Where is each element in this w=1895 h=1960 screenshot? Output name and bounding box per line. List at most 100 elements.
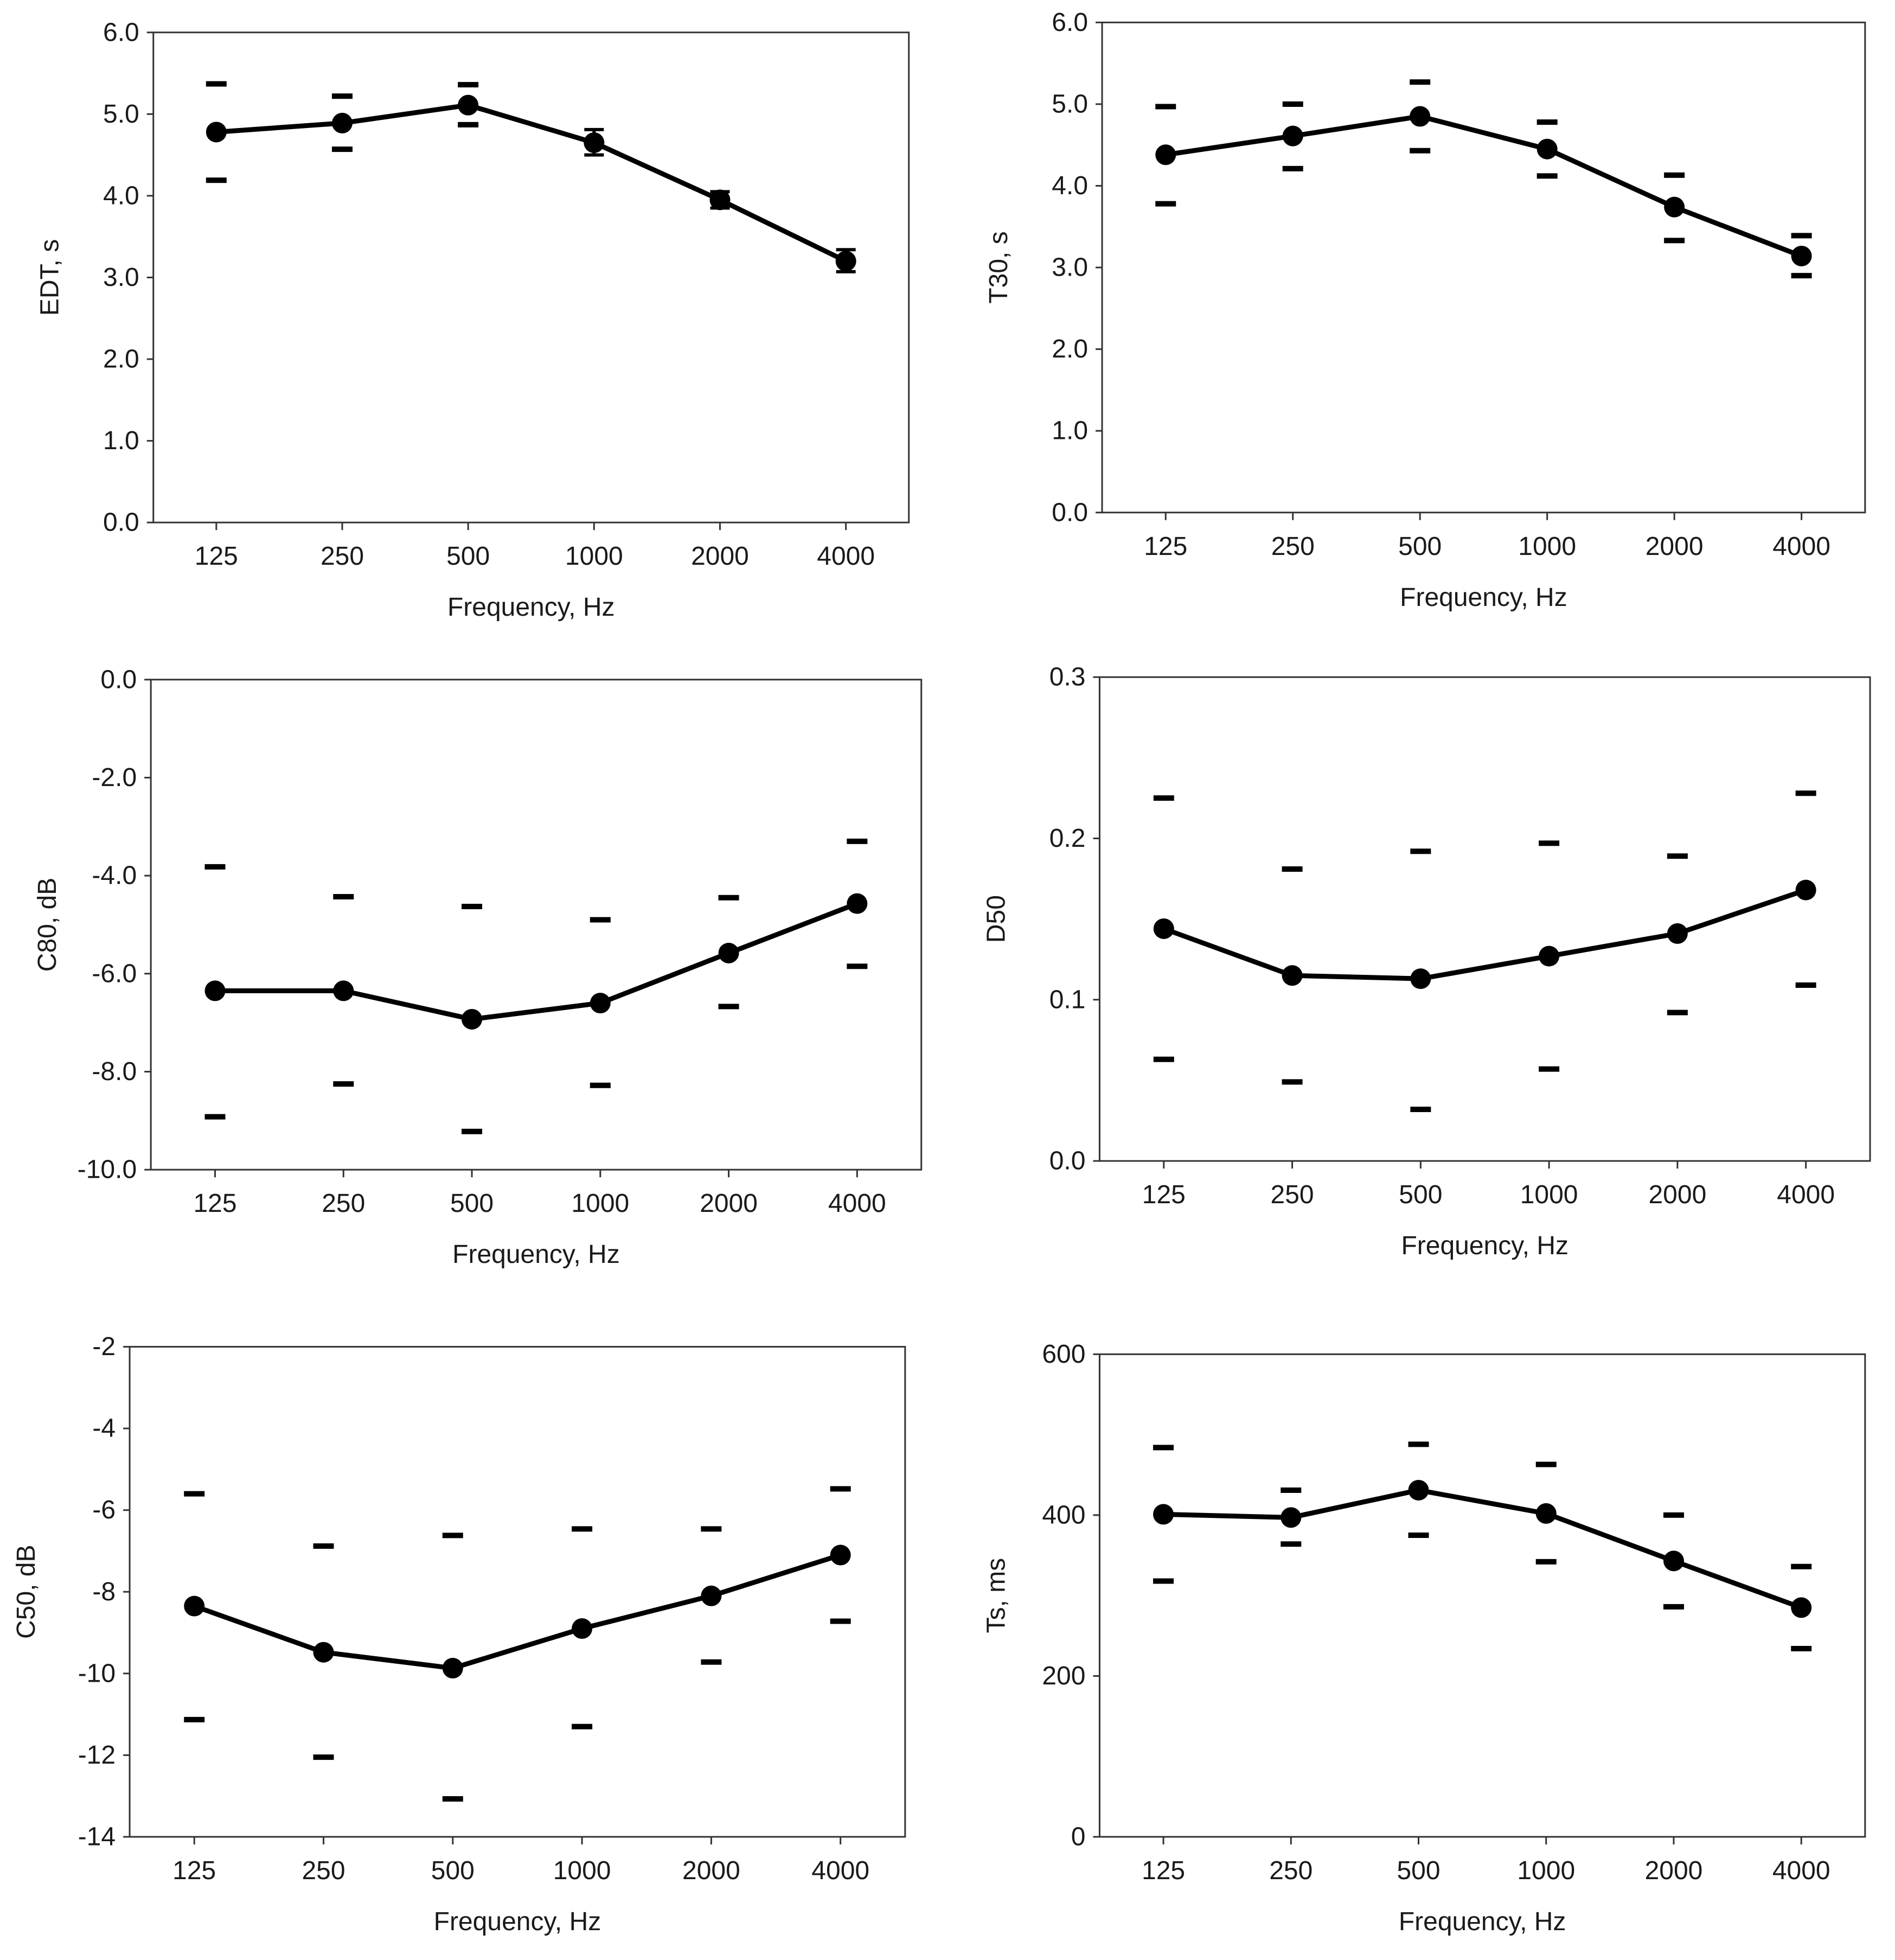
data-point: [1153, 918, 1174, 939]
x-axis-title: Frequency, Hz: [1401, 1231, 1569, 1260]
x-tick-label: 4000: [1777, 1180, 1835, 1209]
data-point: [333, 980, 354, 1001]
x-tick-label: 500: [1399, 1180, 1442, 1209]
y-tick-label: -4.0: [92, 861, 137, 890]
data-point: [1795, 879, 1816, 901]
x-tick-label: 250: [1271, 532, 1315, 561]
y-tick-label: -10.0: [78, 1155, 137, 1184]
data-point: [1535, 1503, 1557, 1524]
data-point: [1155, 144, 1176, 165]
data-point: [1282, 125, 1303, 146]
x-tick-label: 250: [1271, 1180, 1314, 1209]
y-tick-label: 4.0: [1052, 171, 1088, 200]
data-point: [584, 132, 605, 154]
y-tick-label: -8: [92, 1578, 116, 1606]
x-tick-label: 2000: [682, 1856, 740, 1885]
x-tick-label: 1000: [565, 542, 623, 571]
chart-t30: 0.0 1.0 2.0 3.0 4.0 5.0 6.0 125 250 500 1000 2000 40…: [984, 8, 1866, 612]
x-tick-label: 250: [321, 542, 364, 571]
data-point: [590, 993, 611, 1014]
y-tick-label: 600: [1042, 1340, 1085, 1369]
y-tick-label: -6.0: [92, 959, 137, 988]
y-tick-label: 5.0: [103, 100, 139, 129]
x-axis-title: Frequency, Hz: [447, 593, 615, 622]
y-tick-label: 6.0: [1052, 8, 1088, 37]
y-axis-title: EDT, s: [36, 239, 65, 316]
series-line: [215, 901, 858, 1022]
y-tick-label: 1.0: [1052, 417, 1088, 445]
x-tick-label: 250: [322, 1189, 365, 1218]
data-point: [1282, 965, 1303, 986]
y-axis-title: T30, s: [984, 231, 1013, 303]
x-tick-label: 1000: [1517, 1856, 1575, 1885]
data-point: [1664, 196, 1685, 218]
x-tick-label: 4000: [811, 1856, 869, 1885]
plot-area: [152, 31, 910, 523]
y-tick-label: 0.1: [1049, 985, 1086, 1014]
data-point: [1410, 968, 1431, 989]
x-tick-label: 500: [1398, 532, 1442, 561]
y-tick-label: -12: [78, 1741, 116, 1770]
y-tick-label: 0.0: [1052, 498, 1088, 527]
y-axis-title: D50: [982, 895, 1010, 943]
data-point: [1663, 1550, 1684, 1572]
series-line: [193, 1553, 842, 1671]
y-axis-title: Ts, ms: [982, 1558, 1010, 1633]
y-axis-title: C80, dB: [33, 878, 62, 972]
y-axis-title: C50, dB: [12, 1545, 41, 1639]
x-tick-label: 2000: [1648, 1180, 1706, 1209]
series-line: [1165, 114, 1803, 259]
series-line: [1163, 1487, 1802, 1610]
y-tick-label: 0.0: [100, 665, 137, 694]
y-tick-label: 3.0: [1052, 253, 1088, 282]
x-tick-label: 250: [1269, 1856, 1313, 1885]
y-tick-label: 1.0: [103, 426, 139, 455]
plot-area: [150, 679, 923, 1171]
x-axis-title: Frequency, Hz: [434, 1907, 601, 1936]
y-tick-label: -8.0: [92, 1057, 137, 1086]
data-point: [458, 94, 479, 116]
x-tick-label: 4000: [828, 1189, 886, 1218]
data-point: [1537, 138, 1558, 159]
x-tick-label: 2000: [1645, 1856, 1703, 1885]
chart-ts: 0 200 400 600 125 250 500 1000 2000 4000 Frequency…: [982, 1340, 1866, 1936]
y-tick-label: -2: [92, 1332, 116, 1361]
data-point: [847, 893, 868, 914]
y-tick-label: 2.0: [1052, 335, 1088, 363]
y-tick-label: 0.0: [103, 508, 139, 537]
data-point: [204, 980, 226, 1001]
x-tick-label: 2000: [691, 542, 749, 571]
x-axis-title: Frequency, Hz: [452, 1240, 620, 1269]
data-point: [718, 942, 739, 963]
series-line: [216, 103, 847, 264]
data-point: [1281, 1507, 1302, 1528]
chart-d50: 0.0 0.1 0.2 0.3 125 250 500 1000 2000 4000 Frequen…: [982, 663, 1871, 1260]
data-point: [835, 251, 856, 272]
data-point: [1153, 1504, 1174, 1525]
y-tick-label: 0.3: [1049, 663, 1086, 692]
y-tick-label: 2.0: [103, 345, 139, 374]
chart-c80: -10.0 -8.0 -6.0 -4.0 -2.0 0.0 125 250 500 1000 200…: [33, 665, 923, 1269]
x-tick-label: 500: [431, 1856, 475, 1885]
x-tick-label: 125: [1142, 1180, 1186, 1209]
x-tick-label: 125: [172, 1856, 216, 1885]
data-point: [709, 189, 731, 210]
x-tick-label: 4000: [817, 542, 875, 571]
y-tick-label: 0.2: [1049, 824, 1086, 853]
data-point: [1667, 923, 1688, 944]
data-point: [1539, 946, 1560, 967]
x-axis-title: Frequency, Hz: [1399, 1907, 1566, 1936]
x-tick-label: 4000: [1772, 1856, 1830, 1885]
y-tick-label: 0: [1071, 1822, 1086, 1851]
y-tick-label: 5.0: [1052, 90, 1088, 118]
x-tick-label: 1000: [1518, 532, 1576, 561]
data-point: [462, 1008, 483, 1030]
x-tick-label: 2000: [700, 1189, 758, 1218]
data-point: [206, 122, 227, 143]
data-point: [442, 1658, 463, 1679]
x-tick-label: 125: [1144, 532, 1187, 561]
data-point: [1791, 245, 1812, 266]
data-point: [184, 1595, 205, 1617]
y-tick-label: 200: [1042, 1662, 1085, 1690]
plot-area: [1098, 676, 1871, 1162]
